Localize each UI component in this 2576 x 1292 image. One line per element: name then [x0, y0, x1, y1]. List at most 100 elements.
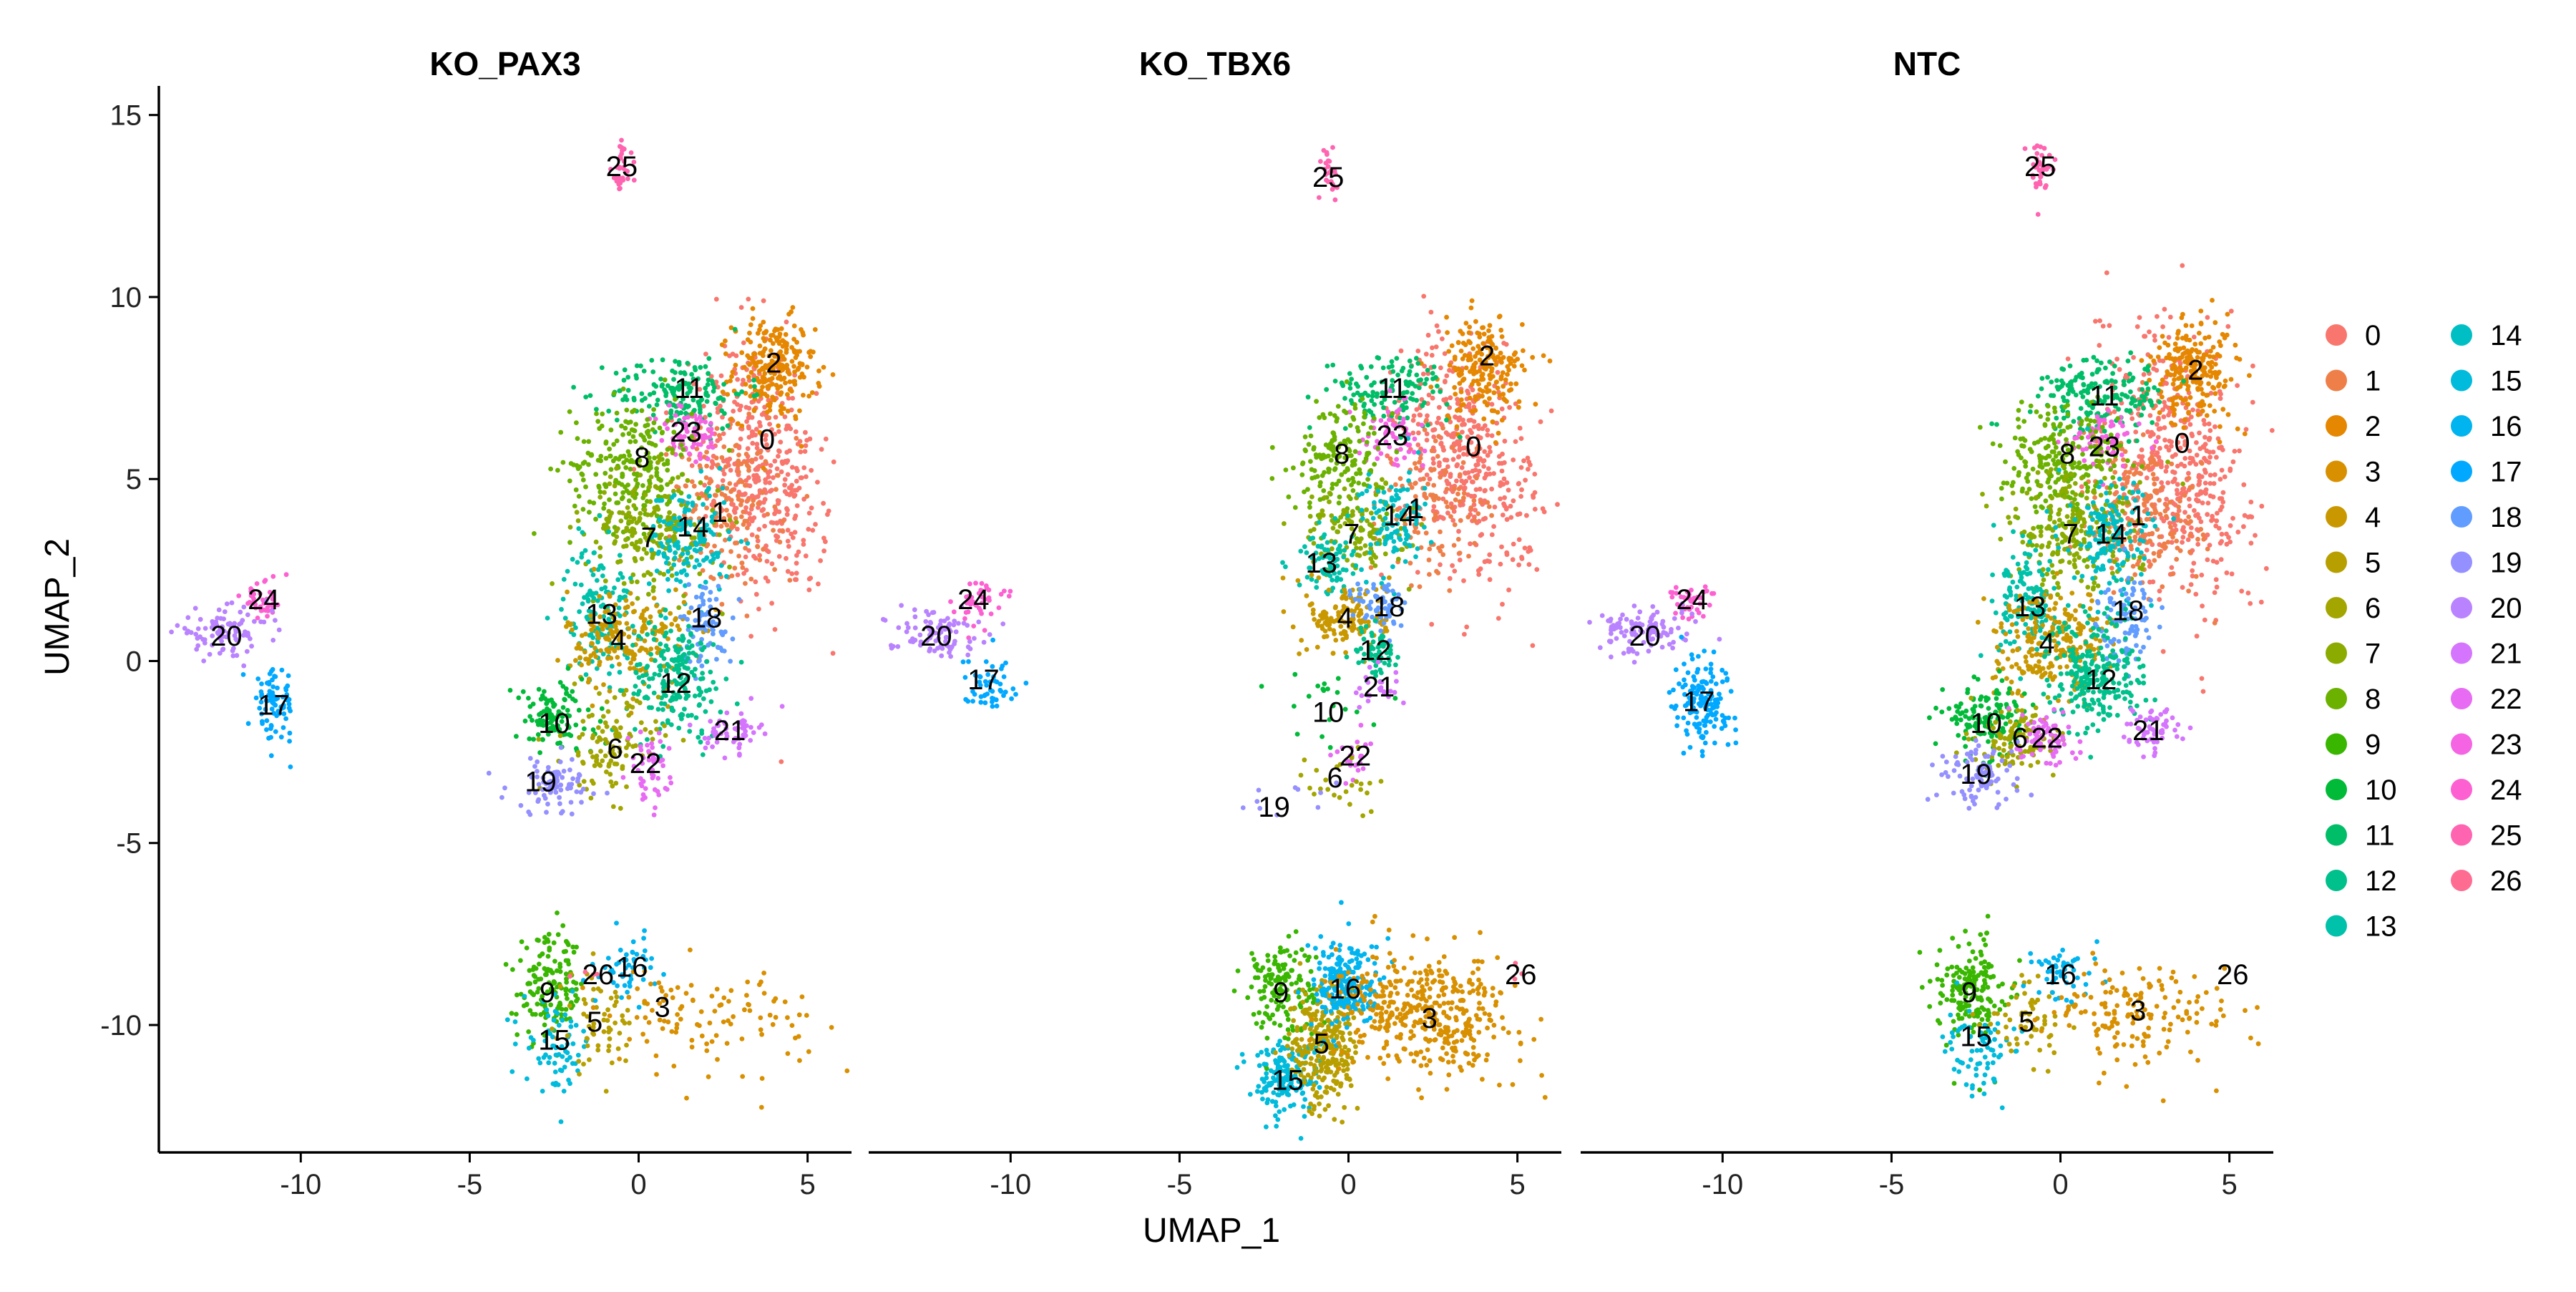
- cell-point-cluster-0: [1424, 437, 1430, 443]
- cell-point-cluster-4: [577, 655, 582, 661]
- cell-point-cluster-8: [1300, 460, 1306, 466]
- cell-point-cluster-14: [680, 551, 686, 557]
- cell-point-cluster-4: [607, 689, 613, 694]
- cell-point-cluster-2: [801, 374, 806, 380]
- cell-point-cluster-8: [613, 477, 619, 483]
- cell-point-cluster-8: [620, 432, 625, 437]
- cell-point-cluster-8: [587, 510, 592, 515]
- cell-point-cluster-11: [1362, 402, 1367, 407]
- cell-point-cluster-12: [644, 665, 649, 671]
- cell-point-cluster-18: [708, 590, 713, 595]
- cell-point-cluster-4: [654, 603, 659, 608]
- cell-point-cluster-14: [1407, 470, 1412, 475]
- cluster-label: 17: [258, 690, 290, 722]
- cell-point-cluster-0: [1434, 323, 1440, 329]
- cell-point-cluster-0: [1518, 436, 1524, 441]
- cell-point-cluster-0: [792, 516, 797, 521]
- cell-point-cluster-1: [1421, 476, 1426, 482]
- cell-point-cluster-7: [623, 537, 628, 543]
- cell-point-cluster-7: [1406, 586, 1412, 592]
- cell-point-cluster-12: [651, 636, 657, 642]
- cell-point-cluster-1: [724, 507, 729, 513]
- cell-point-cluster-14: [1364, 488, 1370, 494]
- cell-point-cluster-5: [606, 1044, 612, 1049]
- cell-point-cluster-4: [669, 621, 675, 627]
- cell-point-cluster-11: [634, 363, 640, 369]
- cell-point-cluster-17: [268, 723, 274, 729]
- cell-point-cluster-0: [1478, 533, 1483, 538]
- cell-point-cluster-7: [625, 505, 630, 510]
- cell-point-cluster-22: [668, 780, 674, 786]
- cell-point-cluster-0: [730, 351, 736, 356]
- cell-point-cluster-14: [1390, 564, 1395, 570]
- cell-point-cluster-0: [764, 442, 769, 447]
- cell-point-cluster-17: [259, 681, 264, 686]
- cell-point-cluster-1: [719, 491, 725, 497]
- cell-point-cluster-0: [1532, 472, 1538, 477]
- cell-point-cluster-2: [766, 383, 772, 389]
- cell-point-cluster-21: [687, 722, 693, 728]
- cell-point-cluster-0: [1485, 432, 1491, 438]
- cell-point-cluster-0: [737, 407, 743, 412]
- cell-point-cluster-0: [1482, 488, 1488, 494]
- cell-point-cluster-0: [1461, 578, 1466, 583]
- cell-point-cluster-4: [591, 566, 597, 572]
- cell-point-cluster-0: [1460, 429, 1465, 435]
- cell-point-cluster-1: [1440, 425, 1445, 431]
- cell-point-cluster-1: [1436, 434, 1442, 439]
- cell-point-cluster-0: [1427, 476, 1433, 482]
- cell-point-cluster-2: [1455, 340, 1461, 345]
- cell-point-cluster-6: [600, 758, 605, 764]
- cell-point-cluster-2: [1473, 394, 1478, 399]
- cell-point-cluster-8: [657, 425, 663, 431]
- cell-point-cluster-1: [731, 523, 736, 529]
- cell-point-cluster-11: [613, 370, 619, 376]
- cell-point-cluster-13: [599, 586, 605, 592]
- cell-point-cluster-4: [668, 611, 673, 616]
- cell-point-cluster-12: [618, 688, 623, 694]
- cell-point-cluster-11: [686, 404, 691, 409]
- cell-point-cluster-21: [722, 755, 728, 761]
- cell-point-cluster-2: [779, 326, 784, 331]
- cell-point-cluster-17: [266, 735, 271, 741]
- cell-point-cluster-0: [821, 535, 826, 541]
- cell-point-cluster-2: [752, 351, 758, 356]
- cell-point-cluster-19: [499, 795, 504, 800]
- cell-point-cluster-12: [686, 639, 692, 644]
- cell-point-cluster-0: [751, 515, 757, 520]
- cell-point-cluster-0: [793, 429, 799, 434]
- cell-point-cluster-8: [1328, 457, 1334, 463]
- cell-point-cluster-9: [525, 981, 531, 986]
- cell-point-cluster-0: [738, 403, 743, 409]
- cell-point-cluster-22: [620, 774, 626, 780]
- cell-point-cluster-11: [1425, 367, 1430, 373]
- cell-point-cluster-24: [283, 572, 289, 578]
- cell-point-cluster-7: [623, 543, 629, 549]
- cell-point-cluster-1: [718, 523, 724, 529]
- cell-point-cluster-12: [687, 729, 693, 734]
- cell-point-cluster-23: [1375, 456, 1380, 462]
- cell-point-cluster-6: [634, 698, 640, 704]
- cell-point-cluster-6: [648, 729, 653, 735]
- cell-point-cluster-2: [776, 376, 781, 381]
- cell-point-cluster-1: [1458, 518, 1463, 523]
- cell-point-cluster-3: [758, 1027, 763, 1032]
- cell-point-cluster-8: [594, 411, 599, 417]
- cell-point-cluster-0: [792, 530, 798, 535]
- cell-point-cluster-1: [1471, 497, 1477, 503]
- cell-point-cluster-2: [1506, 367, 1512, 373]
- cell-point-cluster-23: [1412, 436, 1418, 442]
- cell-point-cluster-11: [1430, 376, 1435, 382]
- cell-point-cluster-0: [1501, 476, 1507, 482]
- cell-point-cluster-2: [1513, 381, 1519, 387]
- cell-point-cluster-17: [270, 666, 275, 672]
- cell-point-cluster-11: [1370, 393, 1375, 399]
- cell-point-cluster-2: [786, 371, 792, 377]
- cell-point-cluster-6: [580, 719, 586, 724]
- cell-point-cluster-3: [785, 1051, 791, 1057]
- cell-point-cluster-3: [758, 1104, 764, 1110]
- cell-point-cluster-2: [758, 323, 763, 329]
- cluster-label: 6: [607, 734, 623, 765]
- cell-point-cluster-19: [527, 756, 533, 761]
- cell-point-cluster-2: [773, 326, 779, 331]
